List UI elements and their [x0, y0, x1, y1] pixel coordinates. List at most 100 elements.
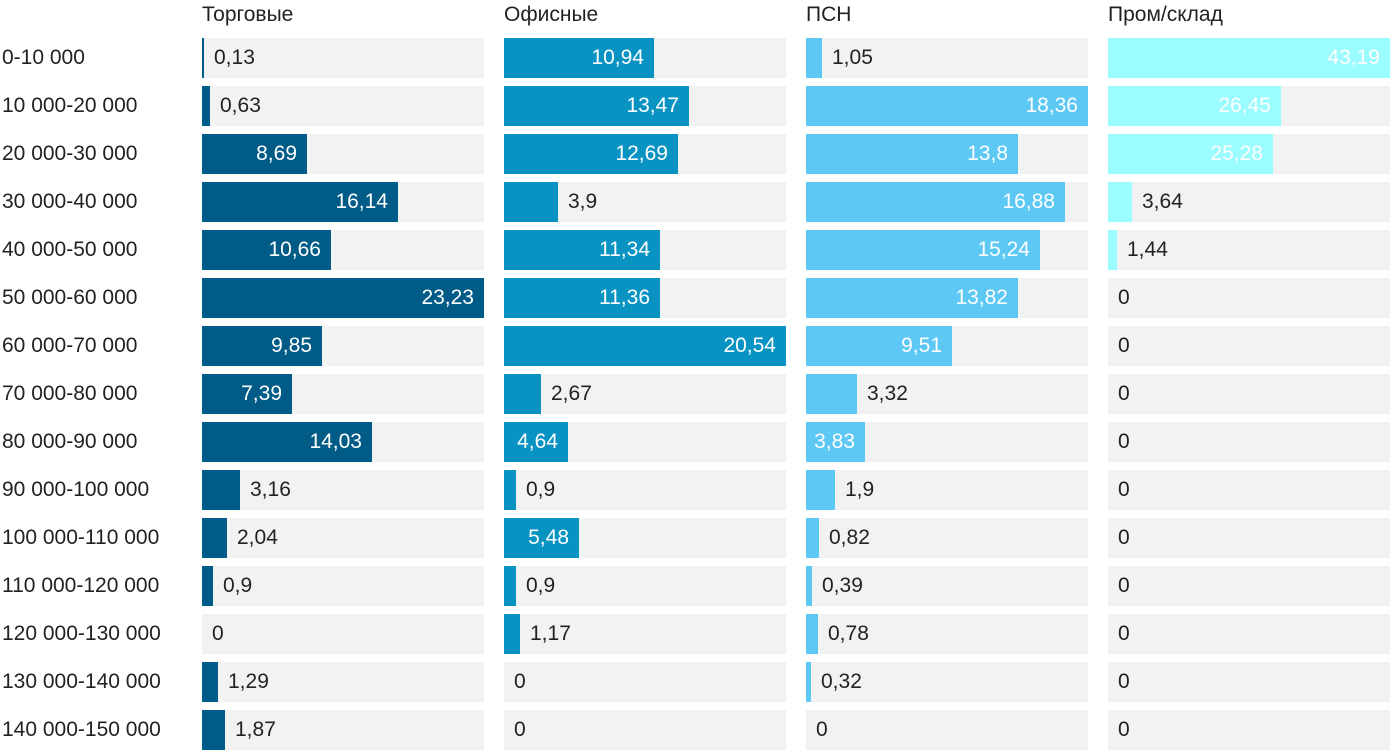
bar-value-label: 0,9 [526, 478, 556, 501]
bar[interactable] [1108, 182, 1132, 222]
bar-track: 0 [1108, 662, 1390, 702]
bar[interactable] [202, 470, 240, 510]
bar[interactable] [504, 422, 568, 462]
bar[interactable] [504, 86, 689, 126]
bar-value-label: 16,14 [335, 190, 388, 213]
bar-track: 0 [1108, 518, 1390, 558]
category-label: 40 000-50 000 [2, 238, 138, 261]
bar-value-label: 0,39 [822, 574, 863, 597]
bar[interactable] [504, 326, 786, 366]
bar[interactable] [806, 86, 1088, 126]
bar-track: 0 [1108, 566, 1390, 606]
bar-value-label: 12,69 [615, 142, 668, 165]
bar[interactable] [504, 182, 558, 222]
bar[interactable] [504, 614, 520, 654]
bar[interactable] [202, 518, 227, 558]
bar[interactable] [1108, 86, 1281, 126]
bar[interactable] [806, 182, 1065, 222]
bar-value-label: 0,82 [829, 526, 870, 549]
bar[interactable] [504, 278, 660, 318]
bar[interactable] [504, 230, 660, 270]
category-label: 100 000-110 000 [2, 526, 160, 549]
bar-track: 7,39 [202, 374, 484, 414]
panel-title: Офисные [504, 3, 599, 26]
bar[interactable] [1108, 134, 1273, 174]
bar-track: 0,78 [806, 614, 1088, 654]
bar-value-label: 1,29 [228, 670, 269, 693]
bar-track: 1,44 [1108, 230, 1390, 270]
bar-value-label: 1,87 [235, 718, 276, 741]
bar-track: 0,82 [806, 518, 1088, 558]
bar[interactable] [202, 326, 322, 366]
bar[interactable] [202, 38, 204, 78]
bar-track: 3,64 [1108, 182, 1390, 222]
bar-track: 12,69 [504, 134, 786, 174]
bar[interactable] [806, 566, 812, 606]
bar[interactable] [202, 86, 210, 126]
bar[interactable] [1108, 38, 1390, 78]
bar-track: 3,16 [202, 470, 484, 510]
bar[interactable] [806, 230, 1040, 270]
bar[interactable] [504, 470, 516, 510]
bar-track: 0,9 [504, 470, 786, 510]
bar[interactable] [202, 710, 225, 750]
bar[interactable] [806, 614, 818, 654]
bar-value-label: 9,85 [271, 334, 312, 357]
bar-value-label: 14,03 [309, 430, 362, 453]
bar-track: 9,85 [202, 326, 484, 366]
bar[interactable] [806, 422, 865, 462]
bar-value-label: 1,9 [845, 478, 875, 501]
bar[interactable] [1108, 230, 1117, 270]
bar-track: 2,04 [202, 518, 484, 558]
bar[interactable] [504, 38, 654, 78]
bar[interactable] [806, 326, 952, 366]
bar[interactable] [202, 374, 292, 414]
bar-value-label: 0 [212, 622, 224, 645]
bar[interactable] [202, 422, 372, 462]
bar-value-label: 2,67 [551, 382, 592, 405]
bar[interactable] [806, 134, 1018, 174]
bar[interactable] [806, 662, 811, 702]
category-label: 50 000-60 000 [2, 286, 138, 309]
bar-track: 0,13 [202, 38, 484, 78]
bar-track: 13,82 [806, 278, 1088, 318]
bar-track: 23,23 [202, 278, 484, 318]
bar-track: 10,94 [504, 38, 786, 78]
bar[interactable] [806, 518, 819, 558]
bar[interactable] [806, 38, 822, 78]
bar-track: 0,9 [202, 566, 484, 606]
bar[interactable] [202, 566, 213, 606]
bar-track: 0 [1108, 326, 1390, 366]
bar-value-label: 0 [514, 718, 526, 741]
bar[interactable] [202, 662, 218, 702]
bar-value-label: 0,78 [828, 622, 869, 645]
bar-track: 25,28 [1108, 134, 1390, 174]
bar[interactable] [504, 518, 579, 558]
bar-track: 13,8 [806, 134, 1088, 174]
bar-track: 16,14 [202, 182, 484, 222]
bar-track: 0 [1108, 710, 1390, 750]
bar-track: 15,24 [806, 230, 1088, 270]
bar[interactable] [202, 182, 398, 222]
bar-value-label: 8,69 [256, 142, 297, 165]
bar-value-label: 3,64 [1142, 190, 1183, 213]
bar-track: 2,67 [504, 374, 786, 414]
bar[interactable] [806, 470, 835, 510]
panel-title: Торговые [202, 3, 294, 26]
bar[interactable] [202, 278, 484, 318]
bar[interactable] [202, 134, 307, 174]
bar[interactable] [806, 278, 1018, 318]
bar-track: 0,39 [806, 566, 1088, 606]
bar-value-label: 13,82 [955, 286, 1008, 309]
bar[interactable] [504, 566, 516, 606]
bar-track: 11,36 [504, 278, 786, 318]
category-label: 110 000-120 000 [2, 574, 160, 597]
bar[interactable] [202, 230, 331, 270]
bar-value-label: 5,48 [528, 526, 569, 549]
bar-track: 0 [806, 710, 1088, 750]
bar[interactable] [806, 374, 857, 414]
bar[interactable] [504, 134, 678, 174]
bar-value-label: 0,9 [526, 574, 556, 597]
bar-value-label: 11,34 [599, 238, 650, 261]
bar[interactable] [504, 374, 541, 414]
